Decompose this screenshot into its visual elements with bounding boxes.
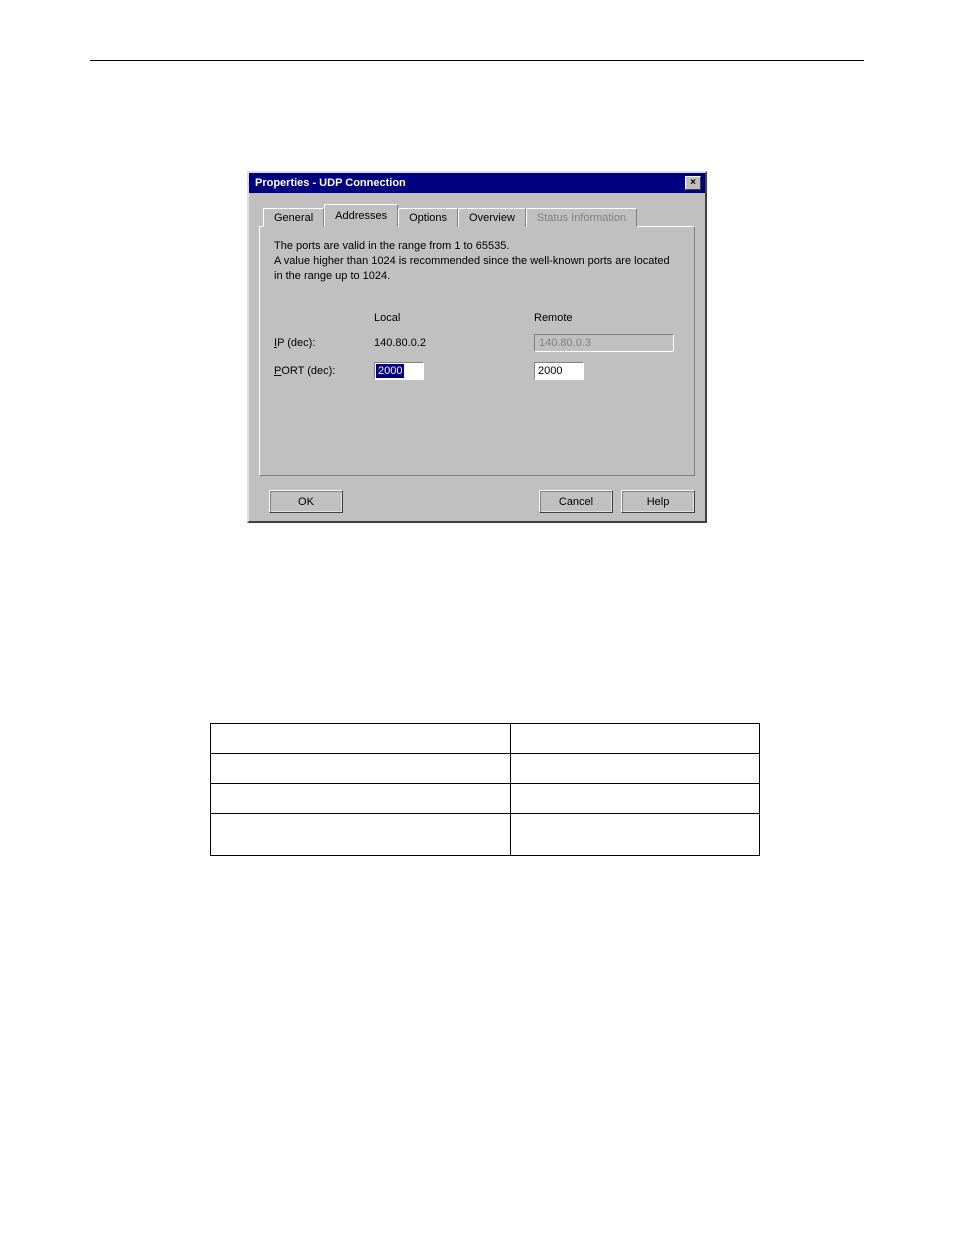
- address-grid: Local Remote IP (dec): 140.80.0.2 140.80…: [274, 312, 680, 380]
- port-range-info: The ports are valid in the range from 1 …: [274, 239, 680, 284]
- ip-row-label: IP (dec):: [274, 337, 374, 349]
- tab-general[interactable]: General: [263, 208, 324, 227]
- tab-addresses[interactable]: Addresses: [324, 204, 398, 227]
- document-table: [210, 723, 760, 856]
- remote-port-value: 2000: [535, 364, 565, 378]
- help-button[interactable]: Help: [621, 490, 695, 513]
- dialog-titlebar[interactable]: Properties - UDP Connection ×: [249, 173, 705, 193]
- table-cell: [511, 754, 760, 784]
- info-line-1: The ports are valid in the range from 1 …: [274, 240, 509, 252]
- table-cell: [511, 724, 760, 754]
- port-row-label: PORT (dec):: [274, 365, 374, 377]
- tab-options[interactable]: Options: [398, 208, 458, 227]
- table-row: [211, 784, 760, 814]
- table-cell: [211, 814, 511, 856]
- table-row: [211, 724, 760, 754]
- table-cell: [211, 754, 511, 784]
- dialog-body: General Addresses Options Overview Statu…: [249, 193, 705, 484]
- local-port-input[interactable]: 2000: [374, 362, 424, 380]
- remote-ip-field: 140.80.0.3: [534, 334, 674, 352]
- local-port-value: 2000: [376, 364, 404, 378]
- close-icon[interactable]: ×: [685, 176, 701, 190]
- ok-button[interactable]: OK: [269, 490, 343, 513]
- table-row: [211, 814, 760, 856]
- info-line-2: A value higher than 1024 is recommended …: [274, 255, 670, 282]
- table-cell: [511, 784, 760, 814]
- column-header-local: Local: [374, 312, 534, 324]
- column-header-remote: Remote: [534, 312, 704, 324]
- tab-overview[interactable]: Overview: [458, 208, 526, 227]
- table-cell: [211, 784, 511, 814]
- table-cell: [511, 814, 760, 856]
- properties-dialog: Properties - UDP Connection × General Ad…: [247, 171, 707, 523]
- dialog-button-row: OK Cancel Help: [249, 484, 705, 521]
- remote-port-input[interactable]: 2000: [534, 362, 584, 380]
- local-ip-value: 140.80.0.2: [374, 337, 534, 349]
- table-row: [211, 754, 760, 784]
- cancel-button[interactable]: Cancel: [539, 490, 613, 513]
- dialog-title: Properties - UDP Connection: [255, 177, 406, 189]
- tab-panel-addresses: The ports are valid in the range from 1 …: [259, 226, 695, 476]
- table-cell: [211, 724, 511, 754]
- tab-strip: General Addresses Options Overview Statu…: [259, 203, 695, 226]
- tab-status-information: Status Information: [526, 208, 637, 227]
- page-divider: [90, 60, 864, 61]
